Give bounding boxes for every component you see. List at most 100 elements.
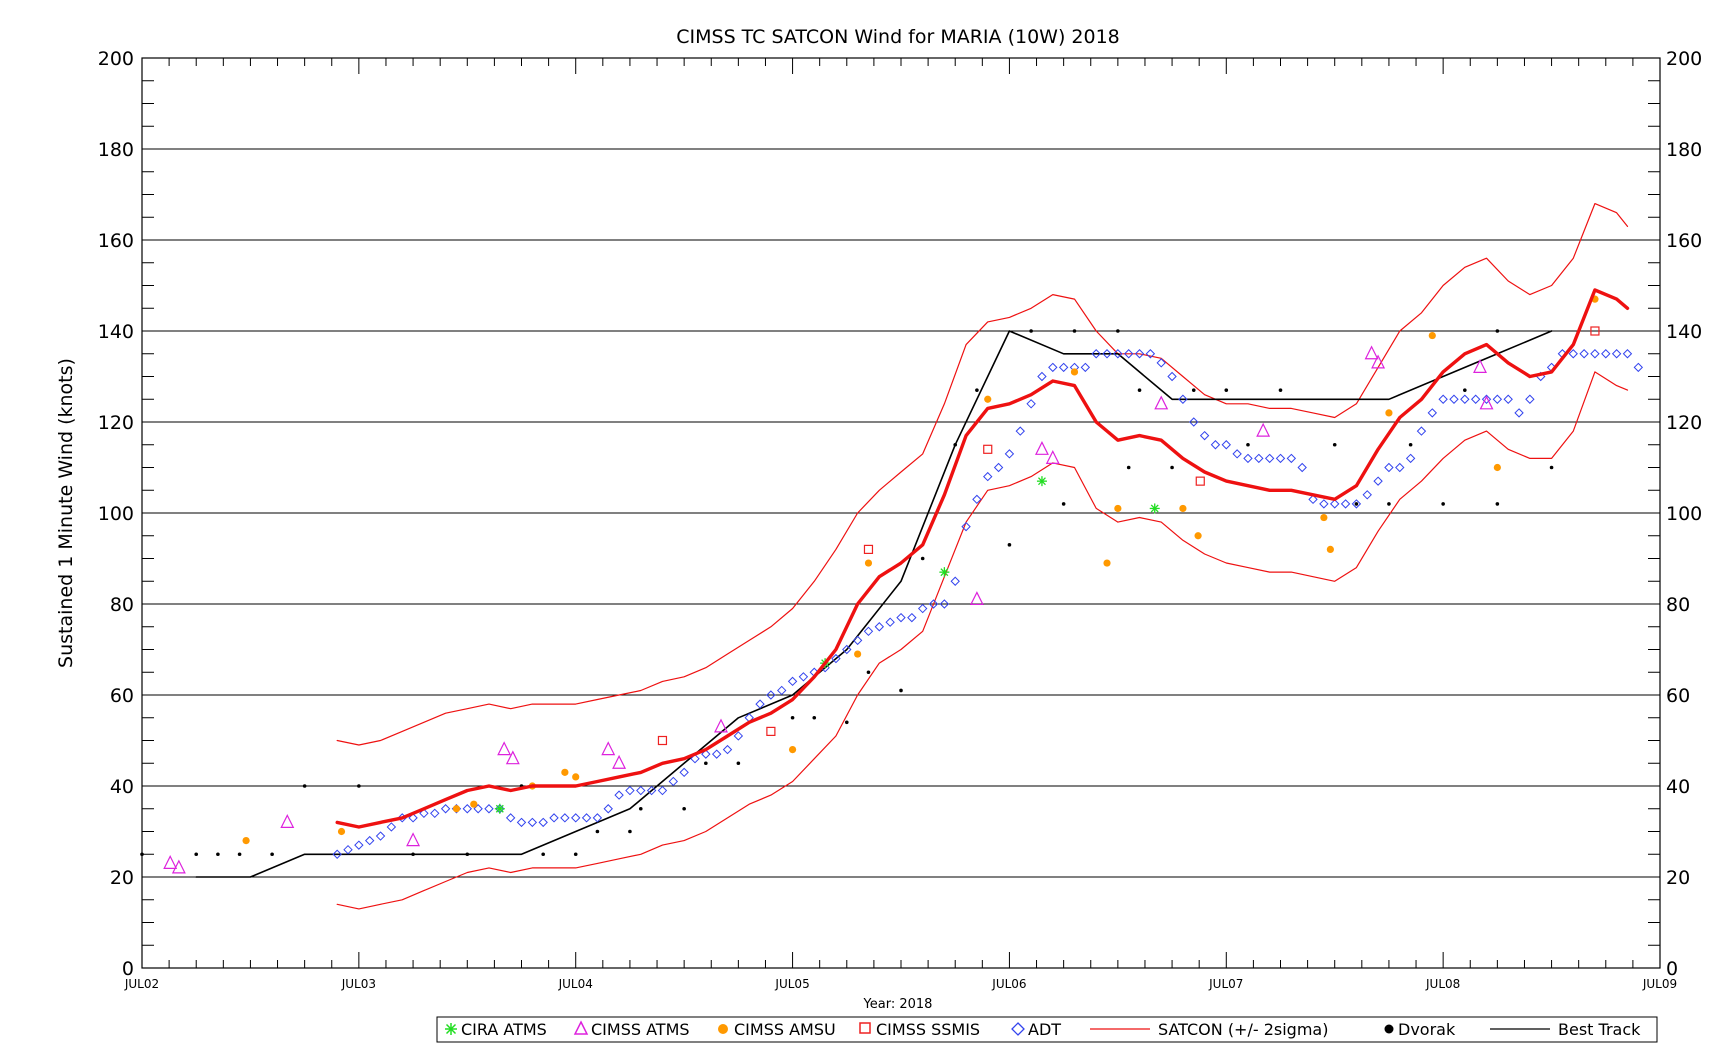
dvorak-point [920, 556, 925, 561]
dvorak-point [1246, 442, 1250, 447]
adt-point [1015, 426, 1025, 436]
y-tick-label-right: 80 [1666, 594, 1690, 616]
dvorak-point [1441, 502, 1445, 506]
cimss-atms-point [1256, 422, 1271, 437]
adt-point [1026, 399, 1036, 409]
cimss-amsu-point [561, 768, 569, 776]
adt-point [1145, 349, 1156, 359]
adt-point [343, 844, 353, 855]
dvorak-point [1170, 465, 1174, 470]
cimss-atms-point [1034, 440, 1049, 455]
cimss-ssmis-point [657, 735, 668, 746]
legend-label-cira-atms: CIRA ATMS [461, 1020, 547, 1039]
y-tick-label-right: 60 [1666, 685, 1690, 707]
adt-point [1243, 453, 1253, 464]
adt-point [1058, 362, 1069, 373]
x-tick-label: JUL02 [124, 977, 159, 991]
y-tick-label-right: 40 [1666, 776, 1690, 798]
cimss-atms-point [612, 754, 627, 769]
adt-point [614, 790, 624, 800]
cimss-atms-point [280, 814, 295, 829]
cira-atms-point [939, 567, 950, 578]
dvorak-point [1354, 502, 1359, 506]
adt-point [755, 699, 765, 709]
legend-label-cimss-atms: CIMSS ATMS [591, 1020, 690, 1039]
adt-point [1384, 462, 1394, 473]
dvorak-point [1116, 329, 1120, 333]
legend-label-satcon: SATCON (+/- 2sigma) [1158, 1020, 1328, 1039]
legend-label-adt: ADT [1028, 1020, 1061, 1039]
cimss-amsu-point [572, 773, 580, 781]
adt-point [1048, 362, 1058, 373]
satcon-upper-line [336, 203, 1629, 746]
cimss-amsu-point [984, 395, 992, 403]
adt-point [1232, 449, 1242, 459]
dvorak-point [237, 852, 242, 857]
dvorak-point [812, 715, 817, 720]
cimss-ssmis-marker-icon [859, 1022, 871, 1034]
satcon-mean-line [335, 288, 1630, 829]
cimss-ssmis-point [983, 444, 993, 454]
adt-point [657, 785, 668, 796]
adt-point [375, 831, 386, 841]
y-tick-label-left: 100 [98, 503, 134, 525]
dvorak-point [216, 852, 220, 857]
cira-atms-point [1036, 476, 1047, 487]
adt-point [636, 785, 646, 796]
dvorak-point [270, 852, 274, 857]
dvorak-point [1061, 502, 1066, 506]
adt-point [1460, 394, 1470, 404]
cimss-amsu-point [854, 650, 862, 658]
adt-point [1340, 499, 1351, 509]
y-tick-label-left: 80 [110, 594, 134, 616]
cira-atms-point [1149, 503, 1160, 514]
chart-title: CIMSS TC SATCON Wind for MARIA (10W) 201… [676, 26, 1120, 48]
x-tick-label: JUL04 [558, 977, 593, 991]
dvorak-point [1495, 502, 1500, 506]
cimss-amsu-point [1493, 463, 1501, 472]
adt-point [766, 690, 776, 700]
adt-point [1037, 371, 1047, 382]
adt-point [646, 785, 657, 796]
cimss-amsu-point [470, 800, 478, 808]
cimss-amsu-point [337, 827, 346, 836]
adt-point [777, 685, 787, 696]
dvorak-point [1137, 388, 1142, 392]
cimss-atms-point [1473, 359, 1487, 373]
dvorak-point [628, 829, 632, 834]
cimss-atms-marker-icon [573, 1020, 589, 1035]
y-tick-label-right: 100 [1666, 503, 1702, 525]
adt-point [1395, 462, 1405, 473]
dvorak-point [357, 784, 361, 788]
adt-point [983, 471, 993, 482]
adt-point [1308, 494, 1318, 505]
x-tick-label: JUL09 [1642, 977, 1677, 991]
adt-point [505, 813, 516, 823]
adt-point [625, 785, 635, 796]
adt-point [1416, 426, 1427, 436]
adt-point [1004, 449, 1015, 459]
adt-point [354, 840, 364, 850]
legend-label-best-track: Best Track [1558, 1020, 1641, 1039]
adt-point [722, 744, 733, 755]
legend-item-cimss-ssmis: CIMSS SSMIS [859, 1020, 980, 1039]
adt-point [679, 767, 689, 778]
adt-point [549, 813, 559, 823]
legend-label-cimss-amsu: CIMSS AMSU [734, 1020, 836, 1039]
adt-point [1080, 362, 1091, 373]
cimss-amsu-point [1179, 504, 1187, 513]
adt-point [863, 626, 874, 637]
x-tick-label: JUL05 [774, 977, 809, 991]
adt-point [1470, 394, 1481, 404]
adt-point [711, 749, 722, 759]
adt-point [1275, 453, 1286, 464]
dvorak-marker-icon [1384, 1024, 1394, 1034]
cimss-ssmis-point [766, 726, 776, 737]
adt-point [1601, 349, 1611, 359]
dvorak-point [1549, 465, 1554, 470]
dvorak-point [1332, 442, 1337, 447]
cimss-atms-point [497, 741, 512, 756]
legend-item-dvorak: Dvorak [1384, 1020, 1456, 1039]
dvorak-point [1408, 442, 1413, 447]
